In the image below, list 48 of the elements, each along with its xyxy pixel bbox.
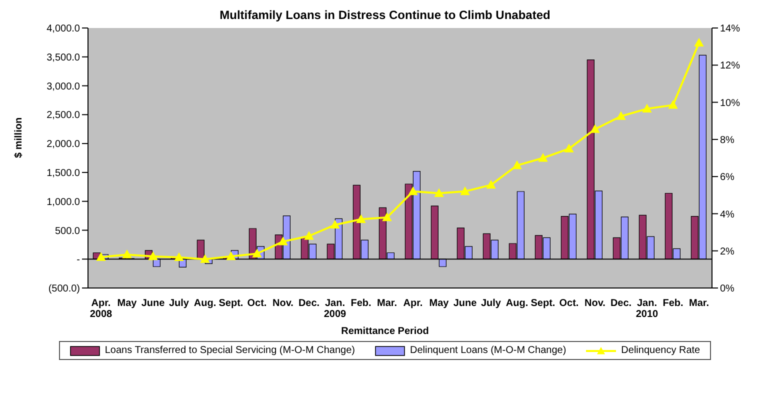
y-tick-label: 500.0 (54, 226, 80, 237)
x-tick-label: June (453, 298, 478, 309)
legend-label: Loans Transferred to Special Servicing (M-O-M Change) (104, 345, 355, 356)
y2-tick-label: 12% (720, 60, 740, 72)
y2-tick-label: 6% (720, 172, 735, 184)
x-tick-label: Dec. (610, 298, 632, 309)
x-axis-title: Remittance Period (340, 326, 430, 337)
x-tick-label: Apr. (403, 298, 423, 309)
y-tick-label: 1,500.0 (46, 168, 80, 179)
x-tick-label: Apr. 2008 (90, 298, 113, 320)
legend-label: Delinquent Loans (M-O-M Change) (410, 345, 566, 356)
y-tick-label: (500.0) (48, 284, 80, 295)
y-tick-label: 2,500.0 (46, 110, 80, 122)
chart-title: Multifamily Loans in Distress Continue to Climb Unabated (218, 8, 552, 22)
x-tick-label: Aug. (194, 298, 216, 309)
x-tick-label: Feb. (662, 298, 684, 309)
x-tick-label: Jan. 2009 (324, 298, 347, 320)
x-tick-label: Mar. (376, 298, 398, 309)
y2-tick-label: 2% (720, 246, 735, 258)
x-tick-label: May (429, 298, 450, 309)
y-tick-label: 3,000.0 (46, 81, 80, 92)
y-axis-title: $ million (14, 117, 25, 158)
x-tick-label: Sept. (530, 298, 556, 309)
x-tick-label: May (117, 298, 138, 309)
y-tick-label: 3,500.0 (46, 52, 80, 64)
y2-tick-label: 10% (720, 98, 740, 109)
x-tick-label: July (168, 298, 190, 309)
x-tick-label: Sept. (218, 298, 244, 309)
x-tick-label: Feb. (350, 298, 372, 309)
x-tick-label: Aug. (506, 298, 528, 309)
x-tick-label: June (141, 298, 166, 309)
x-tick-label: Dec. (298, 298, 320, 309)
x-tick-label: Oct. (559, 298, 579, 309)
x-tick-label: Nov. (272, 298, 294, 309)
x-tick-label: Nov. (584, 298, 606, 309)
y-tick-label: 1,000.0 (46, 196, 80, 208)
legend-label: Delinquency Rate (621, 345, 700, 356)
y-tick-label: 2,000.0 (46, 139, 80, 150)
y-tick-label: - (76, 254, 80, 266)
y2-tick-label: 4% (720, 209, 735, 220)
x-tick-label: Jan. 2010 (636, 298, 659, 320)
y2-tick-label: 14% (720, 24, 740, 35)
y2-tick-label: 8% (720, 134, 735, 146)
x-tick-label: July (480, 298, 502, 309)
y2-tick-label: 0% (720, 284, 735, 295)
x-tick-label: Oct. (247, 298, 267, 309)
y-tick-label: 4,000.0 (46, 24, 80, 35)
x-tick-label: Mar. (688, 298, 710, 309)
